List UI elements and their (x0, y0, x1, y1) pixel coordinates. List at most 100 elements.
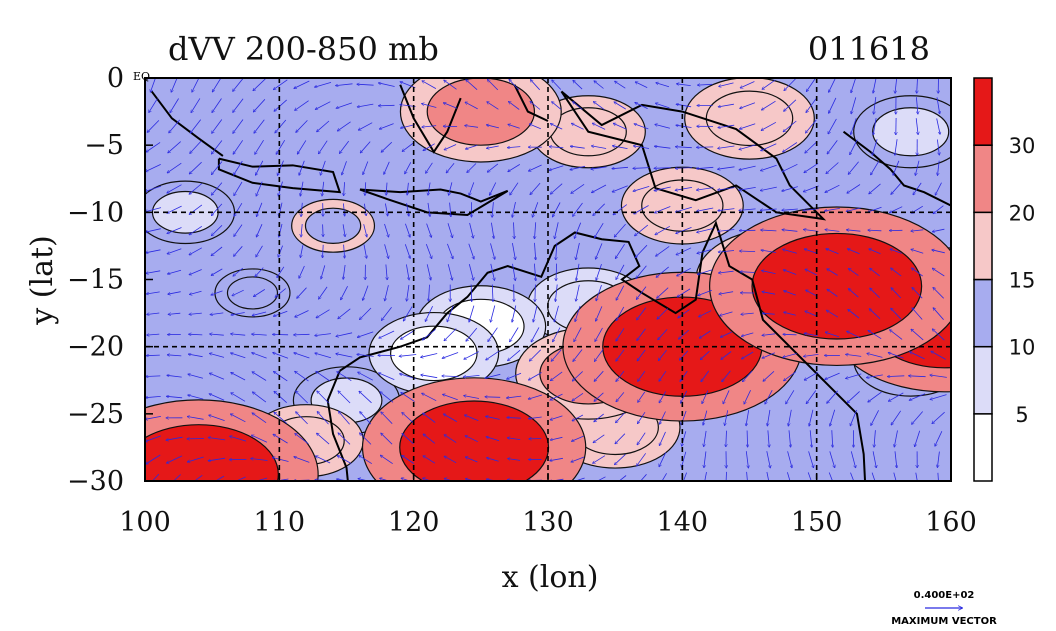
wind-vector (809, 430, 812, 447)
wind-vector (762, 352, 776, 358)
wind-vector (659, 411, 666, 425)
wind-vector (718, 250, 735, 253)
wind-vector (252, 435, 268, 443)
wind-vector (256, 224, 263, 237)
wind-vector (145, 435, 161, 442)
wind-vector (746, 410, 750, 426)
date-label: 011618 (808, 30, 930, 68)
wind-vector (360, 412, 372, 425)
wind-vector (487, 125, 499, 129)
wind-vector (189, 313, 202, 314)
wind-vector (234, 246, 243, 256)
wind-vector (762, 271, 776, 274)
wind-vector (553, 202, 561, 217)
wind-vector (399, 354, 417, 357)
wind-vector (760, 209, 777, 210)
wind-vector (358, 122, 373, 130)
wind-vector (344, 244, 345, 258)
wind-vector (531, 80, 540, 91)
wind-vector (915, 160, 920, 176)
wind-vector (827, 289, 838, 297)
coastline (326, 370, 349, 481)
wind-vector (512, 202, 516, 217)
wind-vector (721, 351, 732, 360)
wind-vector (594, 102, 605, 110)
wind-vector (847, 331, 861, 339)
wind-vector (549, 165, 564, 171)
wind-vector (615, 433, 626, 444)
wind-vector (761, 164, 777, 170)
wind-vector (825, 332, 840, 338)
chart-title: dVV 200-850 mb (168, 30, 439, 68)
wind-vector (338, 308, 351, 319)
wind-vector (677, 267, 691, 276)
wind-vector (891, 183, 902, 194)
wind-vector (509, 102, 520, 110)
wind-vector (402, 413, 414, 424)
wind-vector (594, 222, 604, 238)
wind-vector (909, 393, 926, 401)
wind-vector (169, 119, 181, 133)
wind-vector (465, 436, 478, 443)
wind-vector (322, 181, 325, 196)
wind-vector (187, 417, 204, 420)
wind-vector (360, 141, 371, 153)
wind-vector (873, 78, 877, 93)
y-tick-label: −15 (67, 265, 124, 296)
wind-vector (615, 243, 625, 258)
wind-vector (146, 291, 160, 294)
wind-vector (301, 202, 302, 217)
wind-vector (743, 370, 753, 382)
wind-vector (467, 163, 477, 173)
wind-vector (680, 350, 689, 360)
wind-vector (296, 120, 308, 132)
wind-vector (916, 97, 918, 114)
wind-vector (911, 230, 924, 231)
wind-vector (596, 243, 603, 259)
wind-vector (726, 430, 727, 447)
wind-vector (422, 393, 437, 402)
wind-vector (255, 139, 264, 154)
wind-vector (257, 202, 263, 217)
wind-vector (636, 265, 647, 279)
wind-vector (804, 333, 818, 337)
colorbar-swatch (973, 413, 993, 482)
wind-vector (146, 454, 161, 464)
wind-vector (278, 245, 283, 257)
wind-vector (386, 182, 387, 196)
contour-core (145, 424, 279, 481)
wind-vector (552, 80, 562, 90)
wind-vector (763, 313, 775, 314)
wind-vector (208, 438, 226, 441)
wind-vector (209, 415, 225, 421)
wind-vector (894, 451, 897, 467)
wind-vector (783, 249, 797, 254)
grid-lines (145, 78, 951, 481)
wind-vector (316, 456, 331, 464)
wind-vector (514, 222, 515, 238)
wind-vector (871, 160, 880, 175)
wind-vector (192, 78, 200, 92)
wind-vector (490, 263, 495, 280)
wind-vector (274, 310, 288, 316)
wind-vector (718, 145, 735, 148)
wind-vector (612, 185, 628, 192)
wind-vector (234, 224, 243, 237)
wind-vector (508, 124, 520, 129)
wind-vector (149, 98, 158, 113)
wind-vector (405, 223, 410, 237)
wind-vector (277, 266, 285, 278)
wind-vector (189, 225, 203, 234)
wind-vector (212, 161, 223, 175)
wind-vector (806, 119, 817, 133)
wind-vector (784, 78, 796, 91)
wind-vector (386, 264, 387, 280)
wind-vector (336, 354, 353, 358)
contour-core (705, 90, 794, 147)
coastline (150, 90, 224, 157)
wind-vector (702, 390, 709, 404)
wind-vector (363, 161, 369, 175)
wind-vector (867, 353, 883, 358)
wind-vector (234, 160, 243, 175)
wind-vector (637, 307, 647, 320)
